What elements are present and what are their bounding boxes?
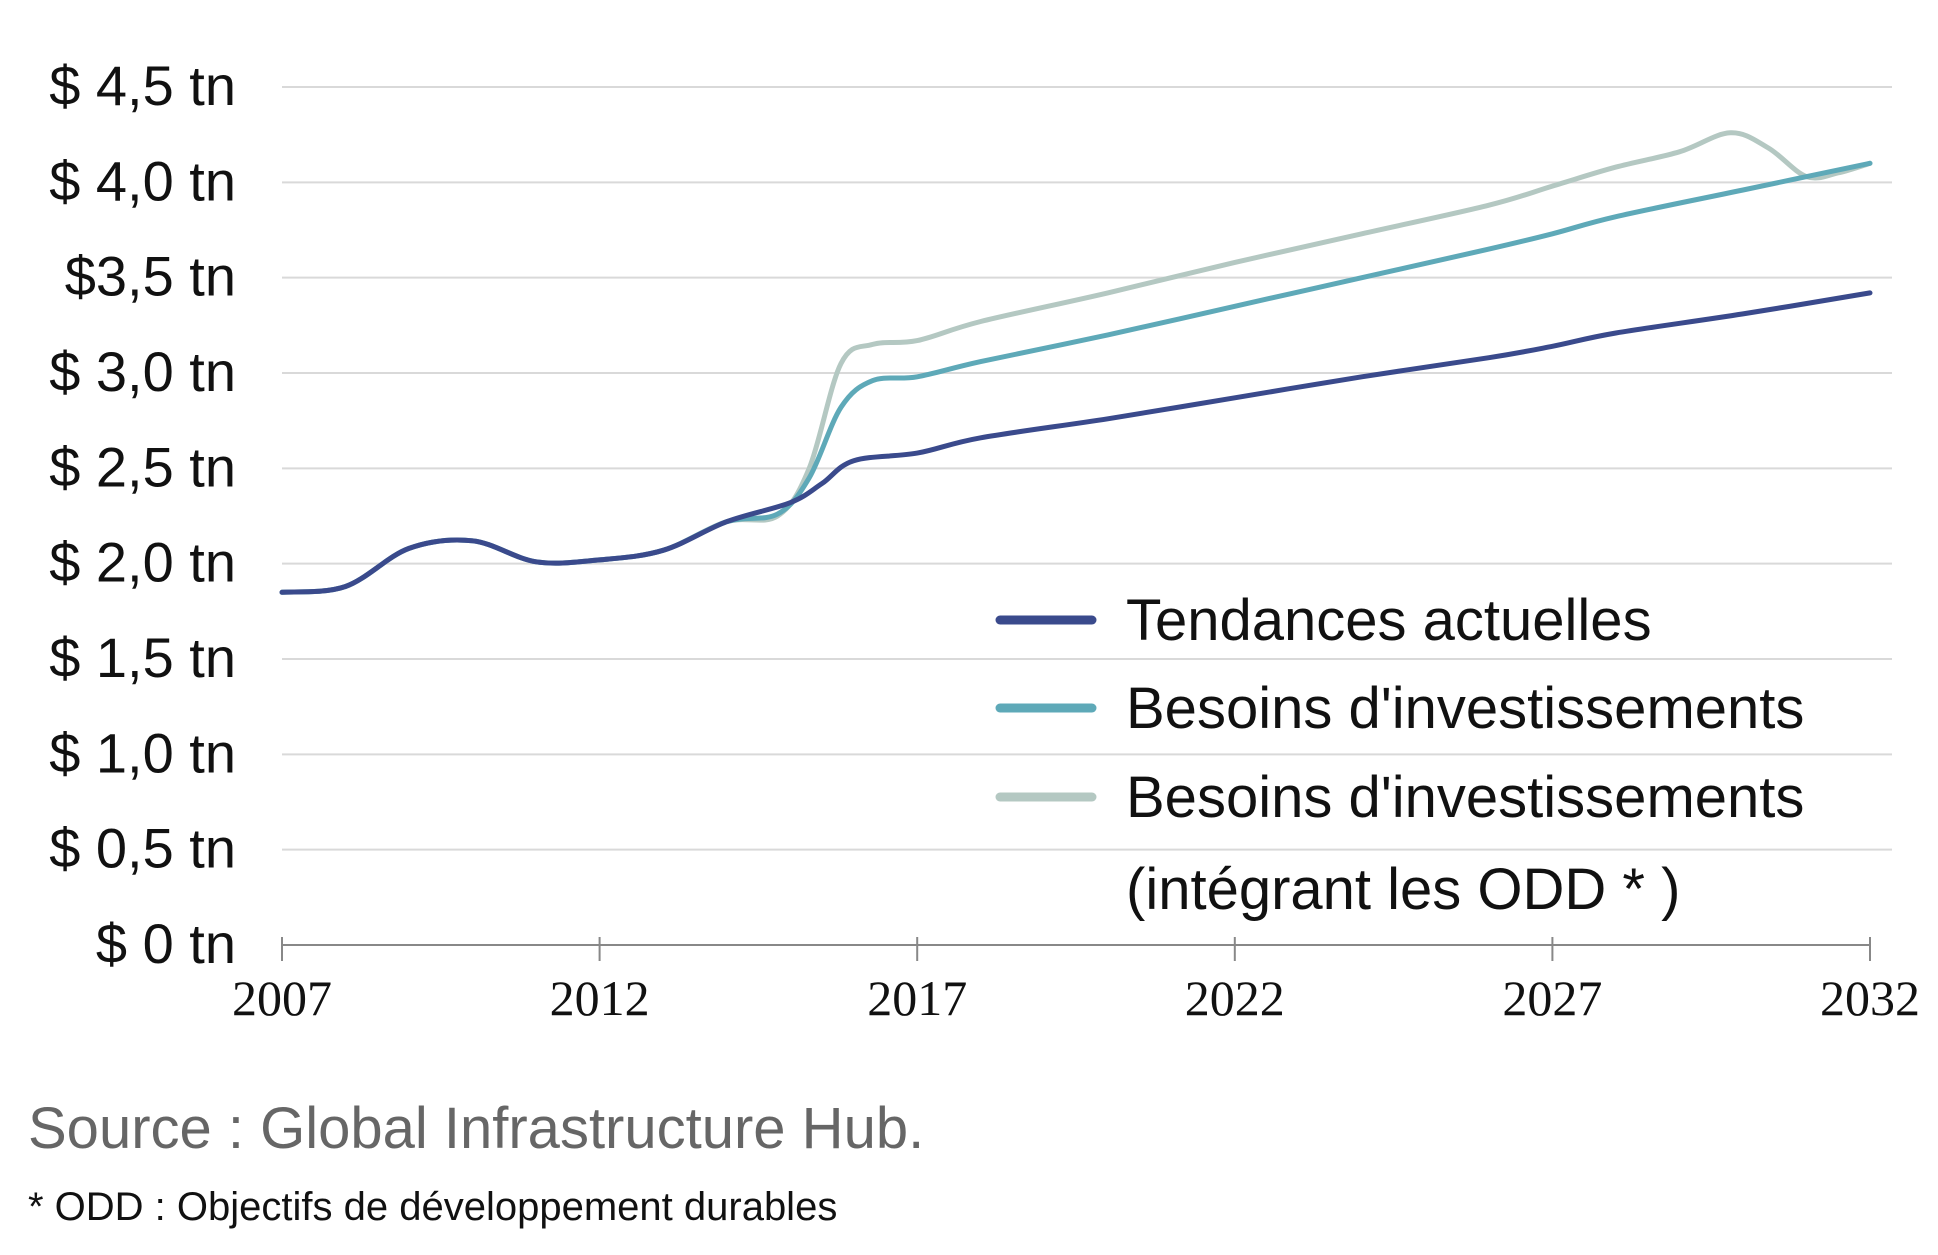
source-note: Source : Global Infrastructure Hub. (28, 1096, 925, 1161)
legend-label: Besoins d'investissements (1126, 676, 1804, 741)
y-tick-label: $ 2,5 tn (49, 435, 236, 498)
x-tick-label: 2012 (550, 970, 650, 1026)
x-tick-label: 2017 (867, 970, 967, 1026)
legend-label-line2: (intégrant les ODD * ) (1126, 857, 1680, 922)
legend-label: Tendances actuelles (1126, 588, 1652, 653)
series-line-2 (279, 160, 1873, 595)
series-lines (279, 130, 1873, 595)
y-tick-label: $ 1,5 tn (49, 626, 236, 689)
x-tick-label: 2022 (1185, 970, 1285, 1026)
legend: Tendances actuelles Besoins d'investissem… (995, 588, 1804, 922)
y-tick-label: $ 1,0 tn (49, 721, 236, 784)
y-tick-label: $ 0 tn (96, 912, 236, 975)
y-tick-label: $3,5 tn (65, 245, 236, 308)
footnote: * ODD : Objectifs de développement durab… (28, 1185, 838, 1229)
x-axis (281, 937, 1871, 961)
series-line-1 (279, 290, 1873, 595)
series-line-3 (279, 130, 1873, 595)
y-tick-label: $ 0,5 tn (49, 817, 236, 880)
x-tick-label: 2007 (232, 970, 332, 1026)
x-tick-label: 2032 (1820, 970, 1920, 1026)
y-tick-label: $ 3,0 tn (49, 340, 236, 403)
y-axis-tick-labels: $ 0 tn $ 0,5 tn $ 1,0 tn $ 1,5 tn $ 2,0 tn $ … (49, 54, 236, 975)
y-tick-label: $ 2,0 tn (49, 531, 236, 594)
y-tick-label: $ 4,0 tn (49, 149, 236, 212)
x-tick-label: 2027 (1502, 970, 1602, 1026)
x-axis-tick-labels: 2007 2012 2017 2022 2027 2032 (232, 970, 1920, 1026)
y-tick-label: $ 4,5 tn (49, 54, 236, 117)
legend-label: Besoins d'investissements (1126, 765, 1804, 830)
line-chart: $ 0 tn $ 0,5 tn $ 1,0 tn $ 1,5 tn $ 2,0 tn $ … (49, 54, 1920, 1026)
